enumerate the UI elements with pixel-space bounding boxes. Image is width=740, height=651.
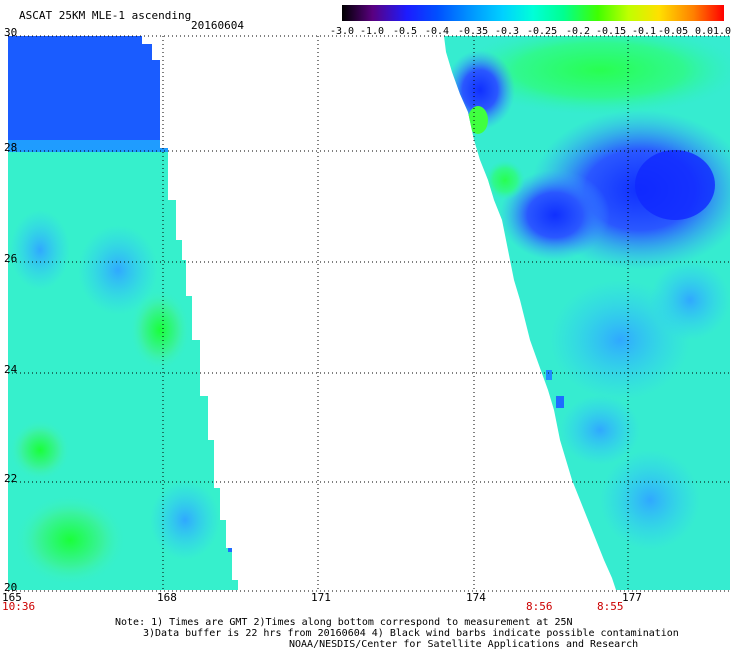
product-title: ASCAT 25KM MLE-1 ascending [19, 9, 192, 22]
lat-label-24: 24 [4, 363, 18, 376]
colorbar [342, 5, 724, 21]
left-swath [8, 36, 238, 590]
colorbar-label: -0.35 [458, 26, 489, 37]
product-date: 20160604 [191, 19, 244, 32]
lat-label-22: 22 [4, 472, 18, 485]
lat-label-28: 28 [4, 141, 18, 154]
colorbar-label: -0.1 [632, 26, 657, 37]
colorbar-label: -0.05 [658, 26, 689, 37]
grid-lines [8, 35, 730, 592]
colorbar-label: -1.0 [360, 26, 385, 37]
lat-label-26: 26 [4, 252, 18, 265]
colorbar-label: -3.0 [330, 26, 355, 37]
right-swath [444, 36, 730, 590]
colorbar-label: -0.15 [596, 26, 627, 37]
colorbar-label: 1.0 [713, 26, 732, 37]
lon-label-174: 174 [466, 591, 486, 604]
time-label-left: 10:36 [2, 600, 36, 613]
footer-credit: NOAA/NESDIS/Center for Satellite Applica… [289, 639, 639, 650]
lat-label-20: 20 [4, 581, 18, 594]
lon-label-168: 168 [157, 591, 177, 604]
footer-note-2: 3)Data buffer is 22 hrs from 20160604 4)… [143, 628, 679, 639]
time-label-mid: 8:56 [526, 600, 553, 613]
lon-label-165: 165 [2, 591, 22, 604]
lat-label-30: 30 [4, 26, 18, 39]
colorbar-label: -0.2 [566, 26, 591, 37]
colorbar-label: 0.0 [695, 26, 714, 37]
colorbar-label: -0.3 [495, 26, 520, 37]
colorbar-label: -0.4 [425, 26, 450, 37]
colorbar-label: -0.25 [527, 26, 558, 37]
lon-label-177: 177 [622, 591, 642, 604]
colorbar-labels: -3.0 -1.0 -0.5 -0.4 -0.35 -0.3 -0.25 -0.… [330, 26, 732, 39]
time-label-right: 8:55 [597, 600, 624, 613]
colorbar-gradient [342, 5, 724, 21]
footer-note-1: Note: 1) Times are GMT 2)Times along bot… [115, 617, 573, 628]
lon-label-171: 171 [311, 591, 331, 604]
colorbar-label: -0.5 [393, 26, 418, 37]
